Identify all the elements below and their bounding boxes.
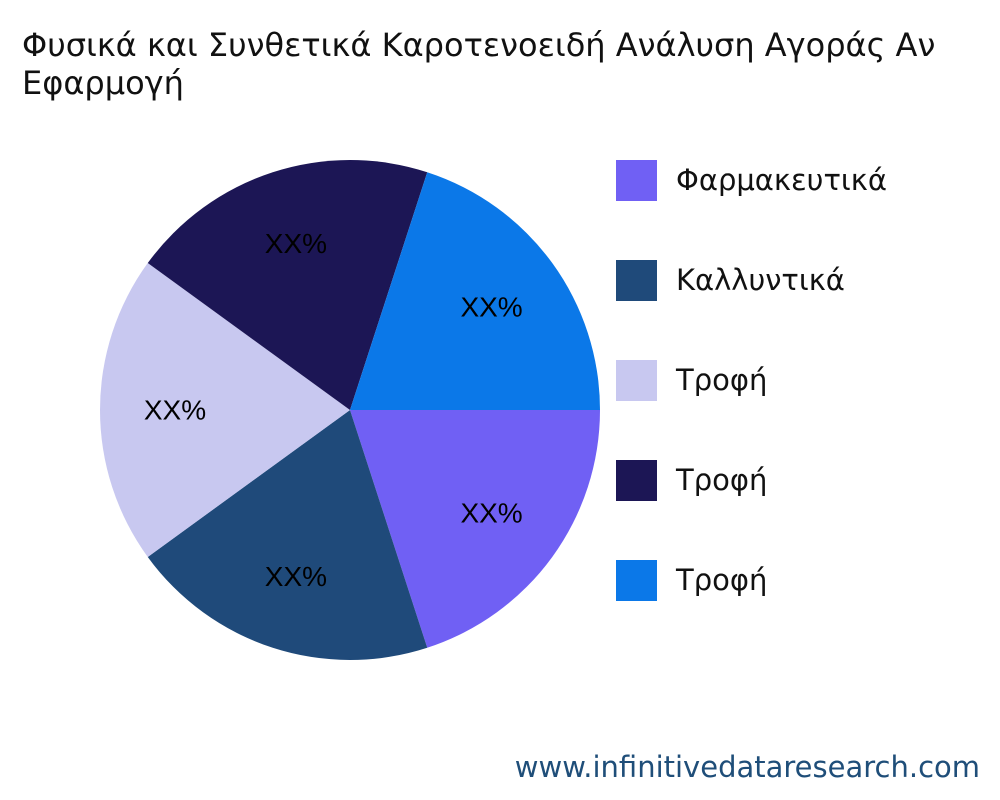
- pie-slice-food-1[interactable]: [100, 263, 350, 557]
- chart-title: Φυσικά και Συνθετικά Καροτενοειδή Ανάλυσ…: [22, 26, 1000, 102]
- legend-item-food-3[interactable]: Τροφή: [616, 559, 887, 601]
- legend-label-pharmaceuticals: Φαρμακευτικά: [676, 163, 887, 197]
- legend-label-cosmetics: Καλλυντικά: [676, 263, 845, 297]
- slice-label-food-1: XX%: [144, 395, 206, 426]
- legend: Φαρμακευτικά Καλλυντικά Τροφή Τροφή Τροφ…: [616, 159, 887, 659]
- pie-slice-cosmetics[interactable]: [147, 410, 428, 660]
- source-url[interactable]: www.infinitivedataresearch.com: [514, 750, 980, 784]
- pie-slice-food-2[interactable]: [147, 160, 428, 410]
- legend-swatch-pharmaceuticals: [616, 159, 657, 201]
- legend-swatch-food-2: [616, 459, 657, 501]
- chart-title-line-2: Εφαρμογή: [22, 64, 184, 102]
- slice-label-cosmetics: XX%: [265, 561, 327, 592]
- legend-item-food-1[interactable]: Τροφή: [616, 359, 887, 401]
- legend-item-pharmaceuticals[interactable]: Φαρμακευτικά: [616, 159, 887, 201]
- legend-swatch-cosmetics: [616, 259, 657, 301]
- slice-label-food-3: XX%: [460, 292, 522, 323]
- legend-label-food-2: Τροφή: [676, 463, 768, 497]
- legend-label-food-1: Τροφή: [676, 363, 768, 397]
- legend-label-food-3: Τροφή: [676, 563, 768, 597]
- pie-slice-food-3[interactable]: [350, 172, 600, 410]
- legend-swatch-food-1: [616, 359, 657, 401]
- legend-item-food-2[interactable]: Τροφή: [616, 459, 887, 501]
- legend-swatch-food-3: [616, 559, 657, 601]
- pie-slice-pharmaceuticals[interactable]: [350, 410, 600, 648]
- chart-title-line-1: Φυσικά και Συνθετικά Καροτενοειδή Ανάλυσ…: [22, 26, 936, 64]
- slice-label-pharmaceuticals: XX%: [460, 497, 522, 528]
- legend-item-cosmetics[interactable]: Καλλυντικά: [616, 259, 887, 301]
- slice-label-food-2: XX%: [265, 228, 327, 259]
